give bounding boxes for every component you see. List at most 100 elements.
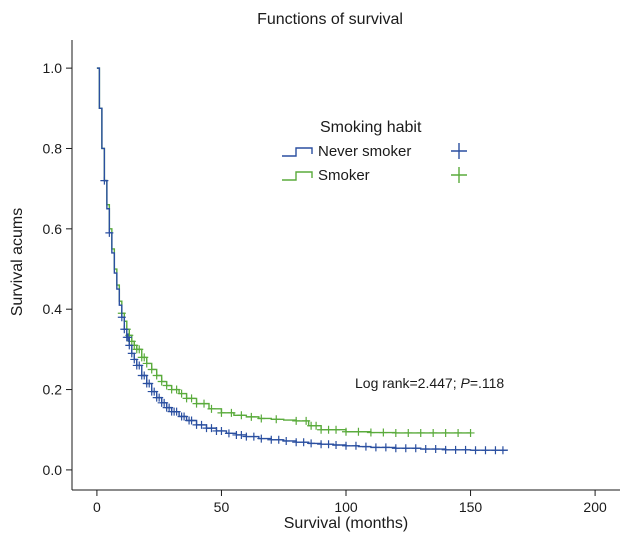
censor-mark-never-smoker	[155, 393, 164, 402]
legend-title: Smoking habit	[320, 119, 422, 136]
censor-mark-never-smoker	[401, 444, 410, 453]
censor-mark-never-smoker	[317, 440, 326, 449]
censor-mark-never-smoker	[172, 407, 181, 416]
censor-mark-never-smoker	[371, 443, 380, 452]
censor-mark-never-smoker	[498, 446, 507, 455]
y-tick-label: 1.0	[43, 60, 63, 76]
censor-mark-never-smoker	[461, 445, 470, 454]
legend-censor-never-smoker	[451, 143, 467, 159]
censor-mark-never-smoker	[299, 438, 308, 447]
censor-mark-never-smoker	[249, 432, 258, 441]
censor-mark-never-smoker	[351, 441, 360, 450]
censor-mark-smoker	[272, 415, 281, 424]
censor-mark-smoker	[354, 427, 363, 436]
censor-mark-smoker	[441, 428, 450, 437]
censor-mark-smoker	[312, 421, 321, 430]
censor-mark-never-smoker	[125, 341, 134, 350]
censor-mark-smoker	[247, 412, 256, 421]
censor-mark-smoker	[237, 411, 246, 420]
x-tick-label: 200	[583, 499, 607, 515]
legend: Smoking habit Never smoker Smoker	[282, 119, 467, 184]
censor-mark-smoker	[227, 408, 236, 417]
series-line-never-smoker	[96, 67, 508, 451]
censor-mark-never-smoker	[257, 434, 266, 443]
censor-mark-smoker	[302, 416, 311, 425]
censor-mark-never-smoker	[127, 349, 136, 358]
censor-mark-never-smoker	[160, 398, 169, 407]
legend-label-smoker: Smoker	[318, 167, 370, 184]
censor-mark-smoker	[162, 381, 171, 390]
censor-mark-smoker	[342, 427, 350, 436]
x-axis-label: Survival (months)	[284, 515, 408, 532]
censor-mark-smoker	[317, 425, 326, 434]
x-tick-label: 0	[93, 499, 101, 515]
censor-mark-never-smoker	[421, 445, 430, 454]
censor-mark-never-smoker	[411, 444, 420, 453]
censor-mark-never-smoker	[274, 435, 283, 444]
censor-mark-never-smoker	[451, 445, 460, 454]
censor-mark-never-smoker	[145, 379, 154, 388]
series-layer	[96, 67, 508, 455]
censor-mark-smoker	[172, 385, 181, 394]
censor-mark-smoker	[366, 428, 375, 437]
censor-mark-never-smoker	[197, 420, 206, 429]
chart-title: Functions of survival	[257, 11, 403, 28]
censor-mark-never-smoker	[391, 444, 400, 453]
censor-mark-never-smoker	[124, 333, 133, 342]
censor-mark-never-smoker	[140, 371, 149, 380]
censor-mark-smoker	[152, 371, 161, 380]
censor-mark-smoker	[379, 428, 388, 437]
censor-mark-smoker	[147, 365, 156, 374]
x-tick-label: 50	[214, 499, 230, 515]
y-ticks: 0.0 0.2 0.4 0.6 0.8 1.0	[43, 60, 72, 478]
censor-mark-smoker	[324, 425, 333, 434]
censor-mark-smoker	[200, 399, 209, 408]
censor-mark-never-smoker	[130, 355, 139, 364]
censor-mark-smoker	[142, 359, 151, 368]
y-axis-label: Survival acums	[9, 208, 26, 316]
censor-mark-never-smoker	[381, 443, 390, 452]
censor-mark-smoker	[404, 428, 413, 437]
censor-mark-smoker	[454, 428, 463, 437]
censor-mark-never-smoker	[217, 426, 226, 435]
censor-mark-never-smoker	[100, 176, 109, 185]
censor-mark-never-smoker	[481, 446, 490, 455]
censor-mark-smoker	[140, 353, 149, 362]
censor-mark-never-smoker	[361, 442, 370, 451]
censor-mark-never-smoker	[117, 313, 126, 322]
censor-mark-smoker	[257, 414, 266, 423]
censor-mark-smoker	[135, 345, 144, 354]
y-tick-label: 0.4	[43, 301, 63, 317]
x-tick-label: 100	[334, 499, 358, 515]
p-value: =.118	[470, 375, 505, 391]
censor-mark-never-smoker	[282, 436, 291, 445]
censor-mark-smoker	[187, 394, 196, 403]
censor-mark-never-smoker	[180, 412, 189, 421]
censor-mark-never-smoker	[471, 446, 480, 455]
censor-mark-never-smoker	[207, 424, 216, 433]
censor-mark-never-smoker	[491, 446, 500, 455]
y-tick-label: 0.8	[43, 140, 63, 156]
censor-mark-never-smoker	[135, 361, 144, 370]
legend-swatch-smoker	[282, 171, 313, 181]
censor-mark-never-smoker	[237, 430, 246, 439]
p-label: P	[460, 375, 470, 391]
legend-censor-smoker	[451, 167, 467, 183]
censor-mark-smoker	[207, 404, 216, 413]
censor-mark-never-smoker	[431, 445, 440, 454]
censor-mark-never-smoker	[120, 325, 129, 334]
censor-mark-never-smoker	[242, 432, 251, 441]
censor-mark-smoker	[429, 428, 438, 437]
log-rank-annotation: Log rank=2.447; P=.118	[355, 375, 504, 391]
censor-mark-never-smoker	[267, 435, 276, 444]
censor-mark-smoker	[177, 389, 186, 398]
censor-mark-smoker	[391, 428, 400, 437]
censor-mark-smoker	[157, 377, 166, 386]
censor-mark-never-smoker	[324, 440, 333, 449]
legend-label-never-smoker: Never smoker	[318, 143, 411, 160]
censor-mark-smoker	[332, 425, 341, 434]
y-tick-label: 0.0	[43, 462, 63, 478]
censor-mark-never-smoker	[105, 228, 114, 237]
censor-mark-never-smoker	[332, 441, 341, 449]
